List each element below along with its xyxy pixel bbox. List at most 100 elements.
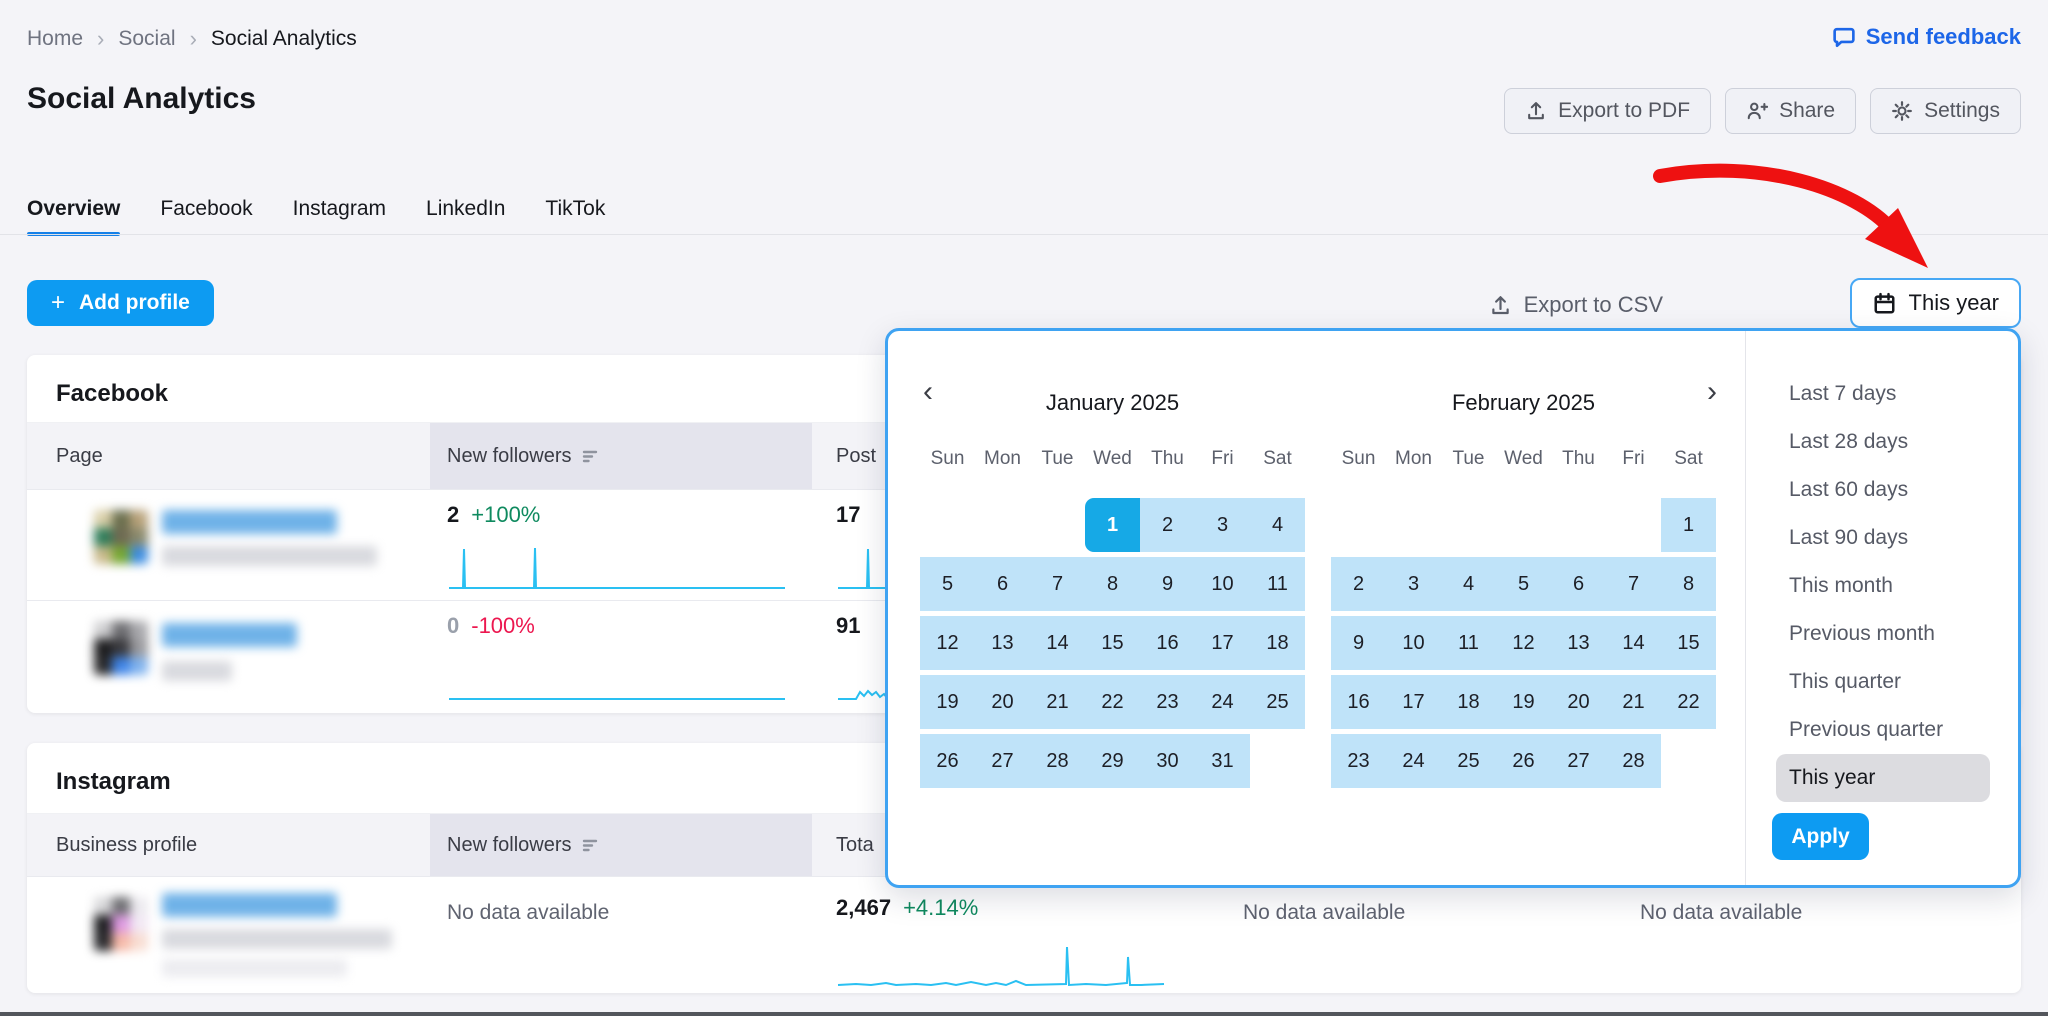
- day-cell[interactable]: 16: [1331, 675, 1386, 729]
- day-cell[interactable]: 26: [920, 734, 975, 788]
- day-cell[interactable]: 23: [1140, 675, 1195, 729]
- day-cell[interactable]: 28: [1030, 734, 1085, 788]
- day-cell[interactable]: 13: [975, 616, 1030, 670]
- day-cell[interactable]: 5: [920, 557, 975, 611]
- day-cell[interactable]: 30: [1140, 734, 1195, 788]
- tab-instagram[interactable]: Instagram: [292, 197, 387, 220]
- tab-facebook[interactable]: Facebook: [160, 197, 253, 220]
- preset-this-month[interactable]: This month: [1789, 574, 1893, 597]
- day-cell[interactable]: 17: [1386, 675, 1441, 729]
- preset-this-year[interactable]: This year: [1776, 754, 1990, 802]
- day-cell[interactable]: 1: [1085, 498, 1140, 552]
- day-cell[interactable]: 21: [1030, 675, 1085, 729]
- day-cell[interactable]: 12: [920, 616, 975, 670]
- day-cell[interactable]: 28: [1606, 734, 1661, 788]
- export-pdf-button[interactable]: Export to PDF: [1504, 88, 1712, 134]
- preset-previous-quarter[interactable]: Previous quarter: [1789, 718, 1944, 741]
- send-feedback-link[interactable]: Send feedback: [1832, 24, 2021, 50]
- upload-icon: [1528, 102, 1545, 120]
- tab-tiktok[interactable]: TikTok: [545, 197, 606, 220]
- day-cell-empty: [1551, 498, 1606, 552]
- day-cell[interactable]: 20: [975, 675, 1030, 729]
- day-cell[interactable]: 11: [1441, 616, 1496, 670]
- day-cell[interactable]: 21: [1606, 675, 1661, 729]
- day-cell[interactable]: 18: [1441, 675, 1496, 729]
- tab-linkedin[interactable]: LinkedIn: [426, 197, 506, 220]
- share-button[interactable]: Share: [1725, 88, 1857, 134]
- day-cell[interactable]: 18: [1250, 616, 1305, 670]
- preset-previous-month[interactable]: Previous month: [1789, 622, 1935, 645]
- day-cell[interactable]: 10: [1386, 616, 1441, 670]
- day-cell[interactable]: 14: [1030, 616, 1085, 670]
- day-cell[interactable]: 4: [1250, 498, 1305, 552]
- day-cell[interactable]: 14: [1606, 616, 1661, 670]
- total-value: 2,467: [836, 895, 892, 920]
- day-cell[interactable]: 2: [1331, 557, 1386, 611]
- weekday-row: Sun Mon Tue Wed Thu Fri Sat: [920, 448, 1305, 472]
- add-profile-button[interactable]: + Add profile: [27, 280, 214, 326]
- day-cell[interactable]: 9: [1331, 616, 1386, 670]
- breadcrumb: Home › Social › Social Analytics: [27, 26, 357, 52]
- day-cell[interactable]: 13: [1551, 616, 1606, 670]
- day-cell[interactable]: 6: [975, 557, 1030, 611]
- preset-this-quarter[interactable]: This quarter: [1789, 670, 1902, 693]
- day-cell[interactable]: 23: [1331, 734, 1386, 788]
- day-cell[interactable]: 22: [1661, 675, 1716, 729]
- calendar-next-button[interactable]: ›: [1707, 375, 1717, 408]
- calendar-prev-button[interactable]: ‹: [923, 375, 933, 408]
- column-header-business-profile[interactable]: Business profile: [27, 814, 430, 876]
- export-csv-button[interactable]: Export to CSV: [1489, 292, 1663, 318]
- day-cell[interactable]: 3: [1386, 557, 1441, 611]
- day-cell[interactable]: 1: [1661, 498, 1716, 552]
- day-cell[interactable]: 9: [1140, 557, 1195, 611]
- day-cell[interactable]: 7: [1030, 557, 1085, 611]
- day-cell[interactable]: 26: [1496, 734, 1551, 788]
- breadcrumb-home[interactable]: Home: [27, 27, 84, 50]
- day-cell[interactable]: 24: [1386, 734, 1441, 788]
- day-cell[interactable]: 19: [920, 675, 975, 729]
- day-cell[interactable]: 24: [1195, 675, 1250, 729]
- day-cell[interactable]: 8: [1661, 557, 1716, 611]
- day-cell[interactable]: 25: [1441, 734, 1496, 788]
- day-cell[interactable]: 15: [1085, 616, 1140, 670]
- day-cell[interactable]: 7: [1606, 557, 1661, 611]
- day-cell[interactable]: 19: [1496, 675, 1551, 729]
- day-cell[interactable]: 27: [975, 734, 1030, 788]
- day-cell[interactable]: 6: [1551, 557, 1606, 611]
- apply-button[interactable]: Apply: [1772, 813, 1869, 860]
- preset-last-60-days[interactable]: Last 60 days: [1789, 478, 1909, 501]
- breadcrumb-social[interactable]: Social: [118, 27, 176, 50]
- column-header-new-followers[interactable]: New followers: [430, 814, 812, 876]
- day-cell[interactable]: 3: [1195, 498, 1250, 552]
- day-cell[interactable]: 8: [1085, 557, 1140, 611]
- day-cell[interactable]: 20: [1551, 675, 1606, 729]
- column-header-new-followers[interactable]: New followers: [430, 423, 812, 489]
- settings-button[interactable]: Settings: [1870, 88, 2021, 134]
- day-cell[interactable]: 17: [1195, 616, 1250, 670]
- day-cell[interactable]: 10: [1195, 557, 1250, 611]
- day-cell[interactable]: 2: [1140, 498, 1195, 552]
- day-cell[interactable]: 22: [1085, 675, 1140, 729]
- day-cell[interactable]: 12: [1496, 616, 1551, 670]
- day-cell[interactable]: 25: [1250, 675, 1305, 729]
- day-cell[interactable]: 4: [1441, 557, 1496, 611]
- business-profile-cell: [27, 877, 430, 993]
- day-cell[interactable]: 11: [1250, 557, 1305, 611]
- day-cell[interactable]: 31: [1195, 734, 1250, 788]
- preset-last-28-days[interactable]: Last 28 days: [1789, 430, 1909, 453]
- profile-name-redacted: [162, 601, 297, 712]
- day-cell[interactable]: 5: [1496, 557, 1551, 611]
- facebook-row-1[interactable]: 2 +100% 17: [27, 490, 2021, 600]
- day-cell[interactable]: 29: [1085, 734, 1140, 788]
- day-grid: 1 2 3 4 5 6 7 8 9 10 11 12 13 14 15 16 17 18 19 20 21 22 23 24 2…: [920, 498, 1305, 788]
- day-cell[interactable]: 27: [1551, 734, 1606, 788]
- tab-overview[interactable]: Overview: [27, 197, 121, 236]
- preset-last-7-days[interactable]: Last 7 days: [1789, 382, 1897, 405]
- column-header-page[interactable]: Page: [27, 423, 430, 489]
- date-range-button[interactable]: This year: [1849, 278, 2021, 328]
- day-cell[interactable]: 15: [1661, 616, 1716, 670]
- day-cell[interactable]: 16: [1140, 616, 1195, 670]
- preset-last-90-days[interactable]: Last 90 days: [1789, 526, 1909, 549]
- no-data-label: No data available: [1640, 901, 1803, 924]
- instagram-row-1[interactable]: No data available 2,467 +4.14% No data a…: [27, 877, 2021, 993]
